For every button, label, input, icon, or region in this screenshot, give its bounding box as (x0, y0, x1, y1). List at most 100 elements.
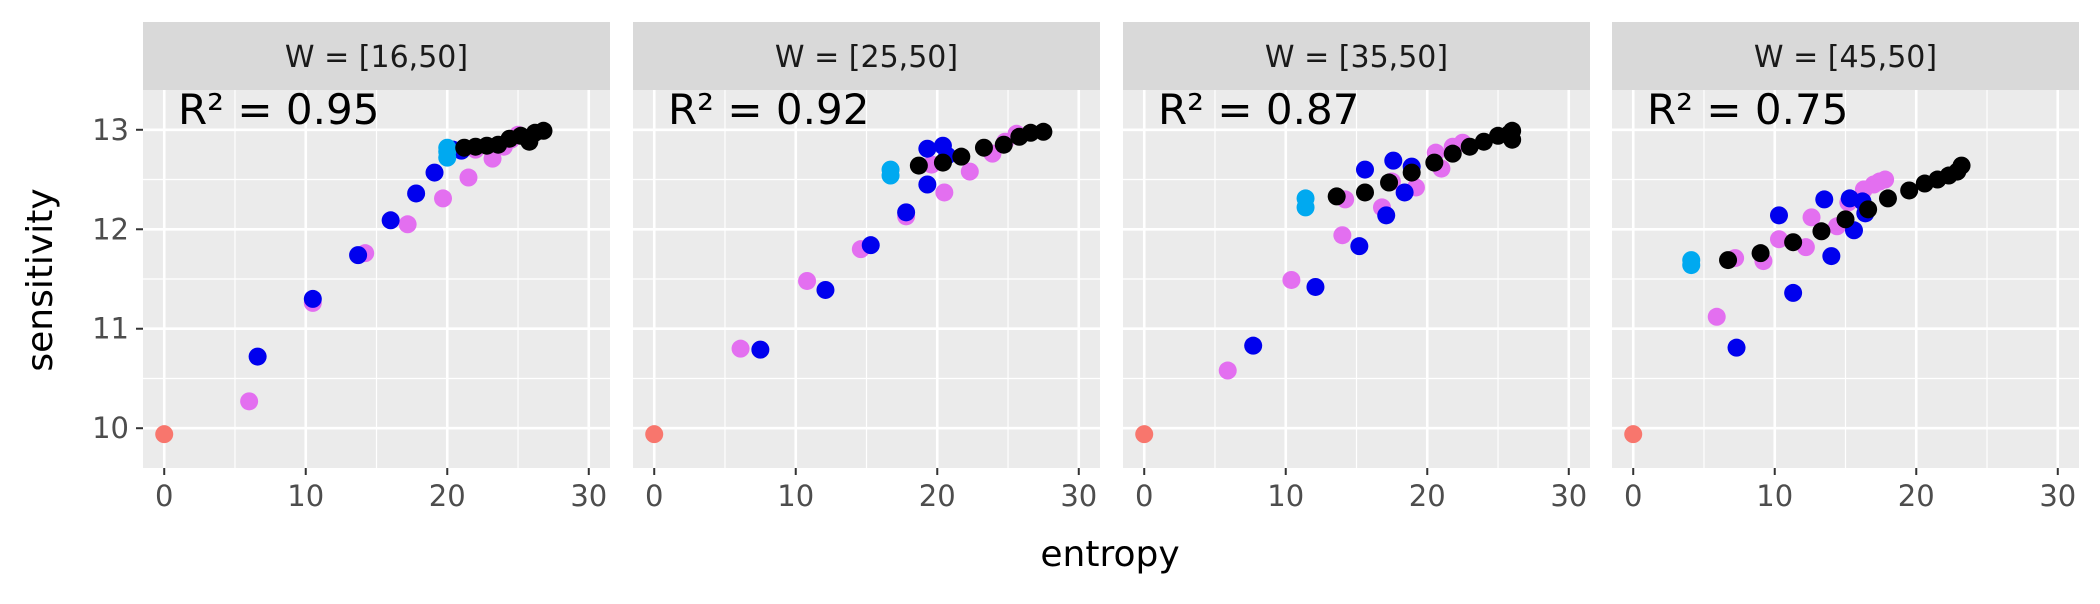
data-point-magenta (1218, 361, 1237, 380)
data-point-blue (381, 211, 400, 230)
x-tick-label: 20 (429, 479, 466, 513)
data-point-magenta (1282, 270, 1301, 289)
data-point-black (994, 135, 1013, 154)
data-point-black (1443, 144, 1462, 163)
data-point-black (1751, 244, 1770, 263)
data-point-magenta (1769, 230, 1788, 249)
data-point-magenta (935, 183, 954, 202)
data-point-lightblue (1682, 251, 1701, 270)
data-point-blue (1395, 183, 1414, 202)
x-tick-label: 30 (1550, 479, 1587, 513)
facet-strip-label: W = [45,50] (1754, 40, 1937, 75)
data-point-black (1784, 233, 1803, 252)
data-point-magenta (459, 168, 478, 187)
panel-3: W = [35,50] 0 10 20 30 R² = 0.87 (1123, 22, 1590, 513)
x-tick-label: 0 (155, 479, 173, 513)
y-tick-label: 13 (92, 113, 129, 147)
data-point-black (534, 121, 553, 140)
data-point-magenta (960, 162, 979, 181)
data-point-blue (1822, 247, 1841, 266)
data-point-magenta (1333, 226, 1352, 245)
x-tick-label: 20 (919, 479, 956, 513)
data-point-blue (349, 246, 368, 265)
data-point-blue (1384, 151, 1403, 170)
data-point-red (1135, 425, 1154, 444)
data-point-blue (303, 289, 322, 308)
data-point-black (1859, 200, 1878, 219)
x-tick-label: 10 (777, 479, 814, 513)
data-point-magenta (731, 339, 750, 358)
data-point-blue (897, 203, 916, 222)
data-point-black (1380, 173, 1399, 192)
data-point-blue (861, 236, 880, 255)
panel-4: W = [45,50] 0 10 20 30 R² = 0.75 (1612, 22, 2079, 513)
r-squared-annotation: R² = 0.92 (668, 85, 869, 134)
data-point-red (155, 425, 174, 444)
data-point-black (1503, 121, 1522, 140)
facet-strip (1123, 22, 1590, 90)
data-point-magenta (1707, 307, 1726, 326)
data-point-red (645, 425, 664, 444)
data-point-magenta (240, 392, 259, 411)
data-point-black (974, 138, 993, 157)
x-tick-label: 30 (2039, 479, 2076, 513)
data-point-blue (816, 280, 835, 299)
x-tick-label: 20 (1898, 479, 1935, 513)
data-point-lightblue (881, 160, 900, 179)
data-point-black (1836, 210, 1855, 229)
data-point-black (909, 156, 928, 175)
data-point-blue (425, 163, 444, 182)
facet-strip-label: W = [35,50] (1265, 40, 1448, 75)
data-point-blue (1769, 206, 1788, 225)
data-point-blue (918, 175, 937, 194)
data-point-black (1460, 137, 1479, 156)
x-tick-label: 10 (1267, 479, 1304, 513)
y-tick-label: 11 (92, 312, 129, 346)
x-tick-label: 0 (645, 479, 663, 513)
facet-strip (633, 22, 1100, 90)
data-point-black (1878, 189, 1897, 208)
data-point-magenta (434, 189, 453, 208)
data-point-black (1719, 251, 1738, 270)
data-point-red (1624, 425, 1643, 444)
data-point-blue (1377, 206, 1396, 225)
data-point-blue (248, 347, 267, 366)
data-point-blue (1350, 237, 1369, 256)
y-tick-label: 12 (92, 212, 129, 246)
x-tick-label: 20 (1409, 479, 1446, 513)
data-point-black (1812, 222, 1831, 241)
facet-strip-label: W = [16,50] (285, 40, 468, 75)
data-point-magenta (1876, 170, 1895, 189)
data-point-blue (1784, 283, 1803, 302)
data-point-blue (1727, 338, 1746, 357)
r-squared-annotation: R² = 0.75 (1647, 85, 1848, 134)
data-point-black (952, 147, 971, 166)
panel-1: W = [16,50] 0 10 20 30 10 11 12 13 R² = 0.95 (92, 22, 610, 513)
data-point-black (1355, 183, 1374, 202)
data-point-blue (751, 340, 770, 359)
data-point-magenta (1802, 208, 1821, 227)
data-point-blue (407, 184, 426, 203)
y-axis-title: sensitivity (20, 188, 61, 371)
data-point-black (1474, 132, 1493, 151)
data-point-blue (918, 139, 937, 158)
data-point-black (1034, 122, 1053, 141)
data-point-black (1900, 181, 1919, 200)
facet-strip (1612, 22, 2079, 90)
data-point-blue (1815, 190, 1834, 209)
x-tick-label: 10 (1756, 479, 1793, 513)
data-point-black (1952, 156, 1971, 175)
data-point-black (1402, 163, 1421, 182)
data-point-lightblue (438, 138, 457, 157)
x-axis-title: entropy (1040, 534, 1179, 575)
r-squared-annotation: R² = 0.95 (178, 85, 379, 134)
x-tick-label: 10 (287, 479, 324, 513)
facet-strip (143, 22, 610, 90)
data-point-magenta (798, 271, 817, 290)
panel-2: W = [25,50] 0 10 20 30 R² = 0.92 (633, 22, 1100, 513)
x-tick-label: 30 (1060, 479, 1097, 513)
r-squared-annotation: R² = 0.87 (1158, 85, 1359, 134)
data-point-lightblue (1296, 189, 1315, 208)
data-point-blue (1244, 336, 1263, 355)
